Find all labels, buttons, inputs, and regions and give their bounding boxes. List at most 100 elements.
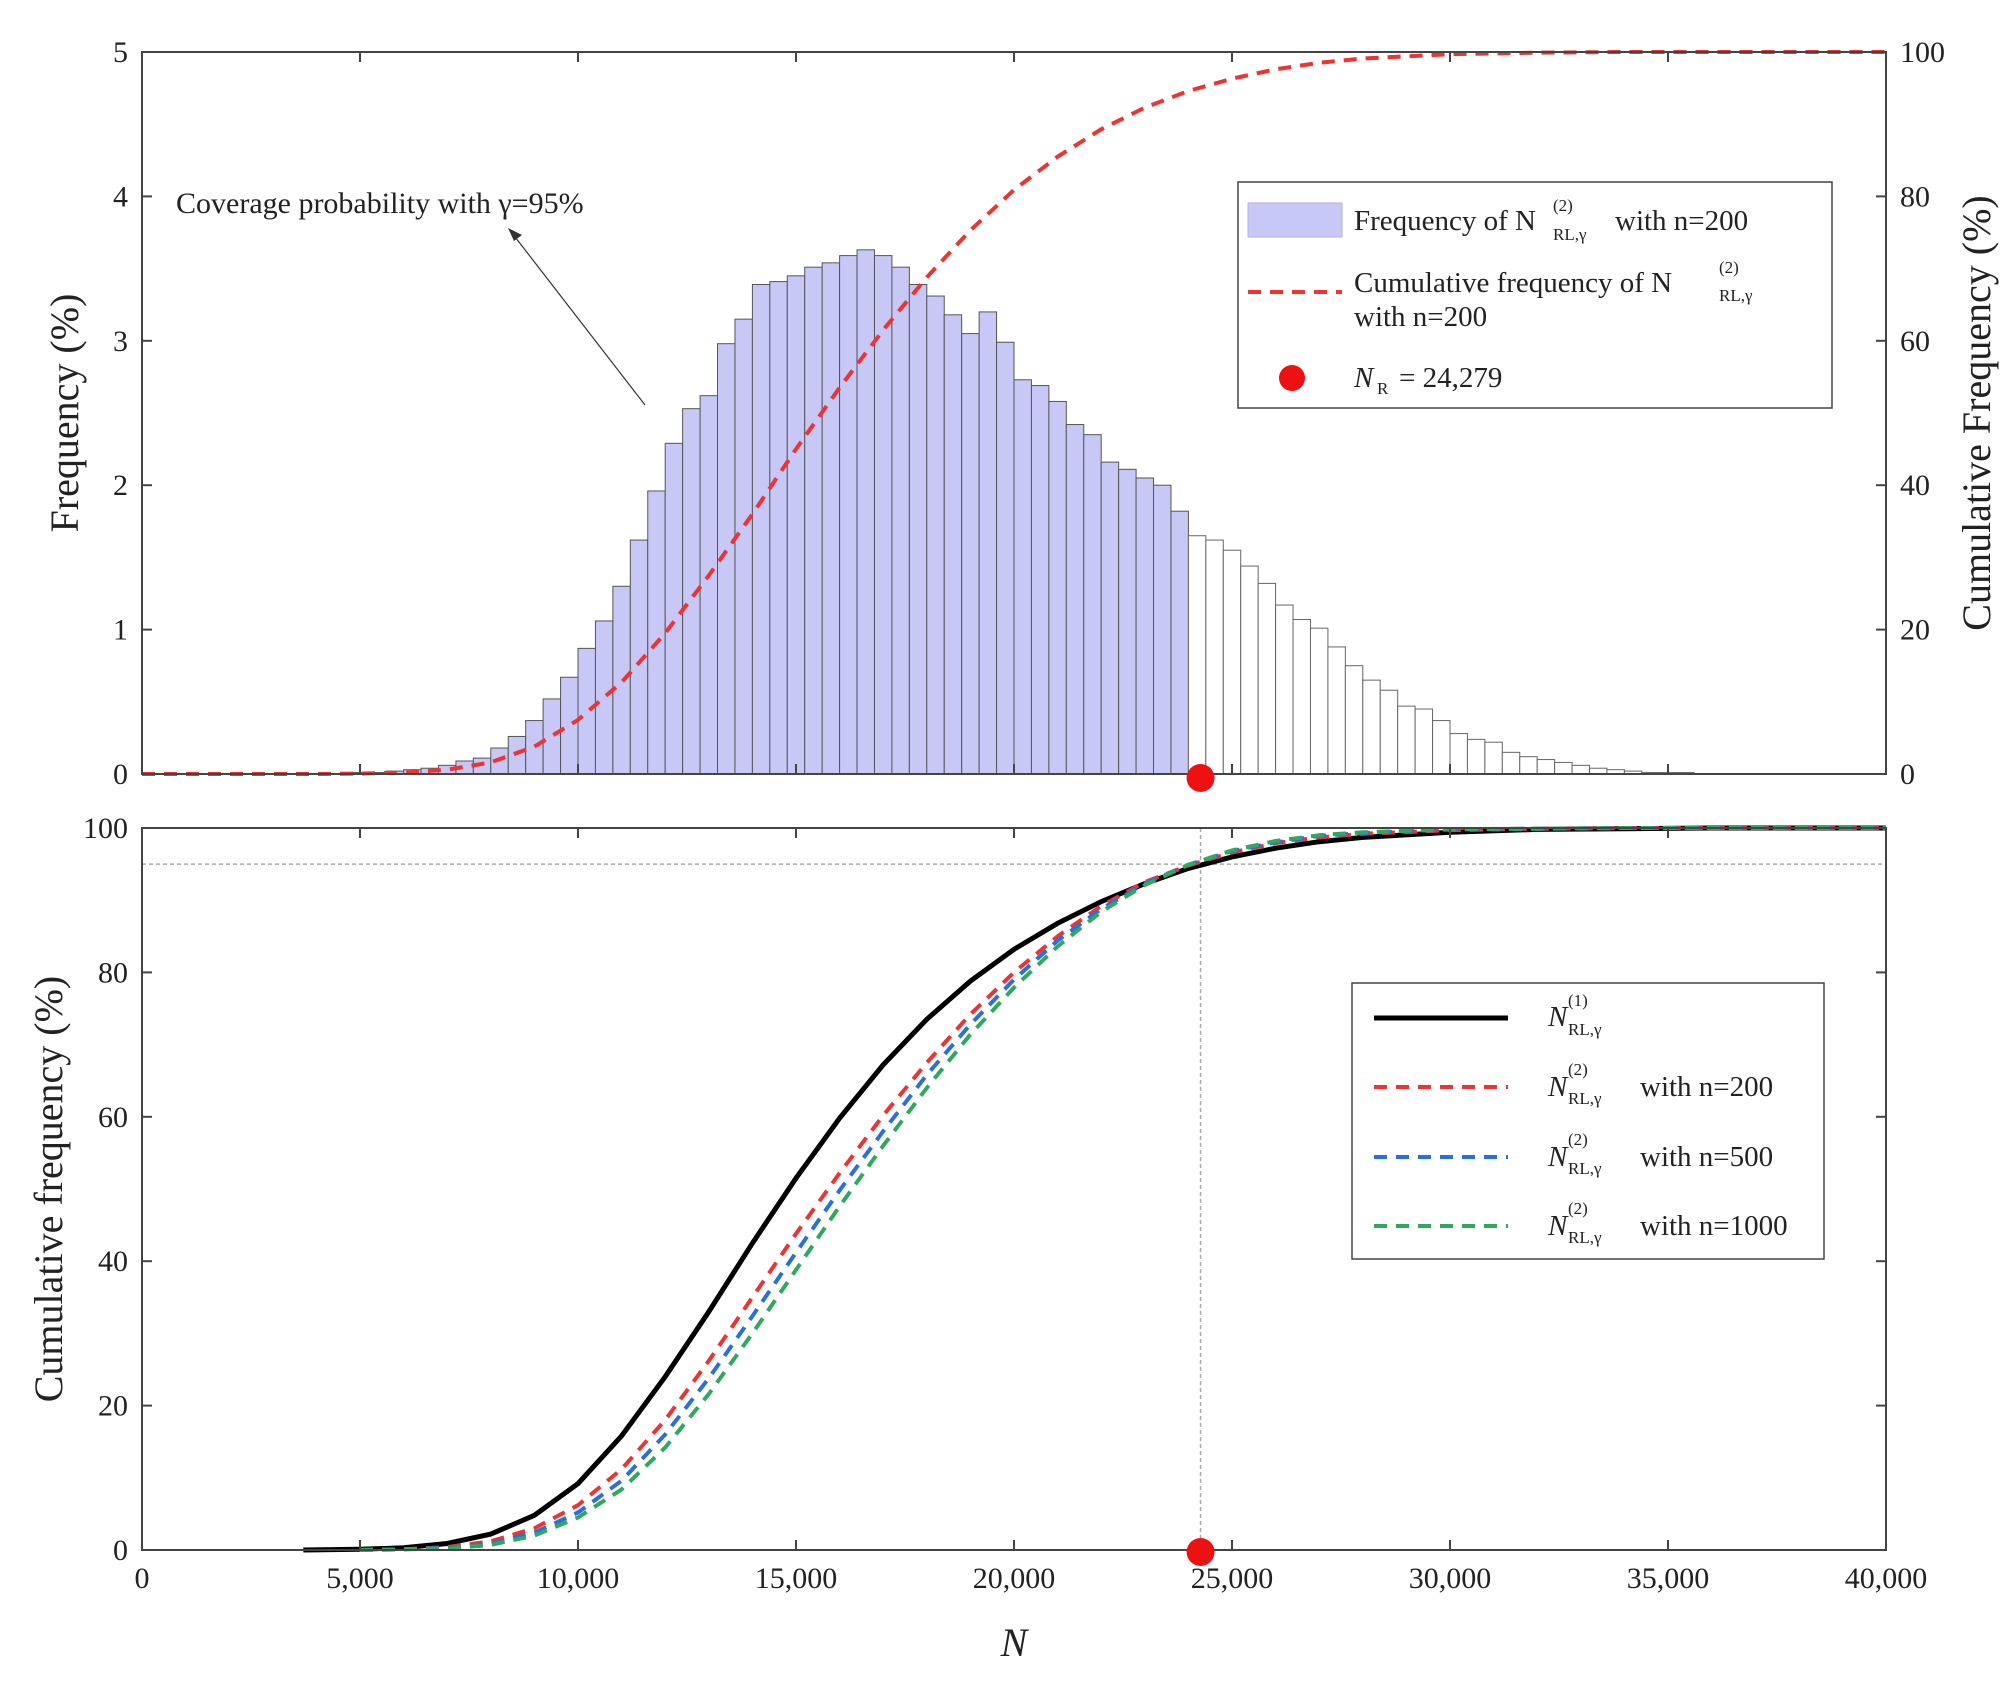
bottom-nr-marker bbox=[1186, 1538, 1215, 1566]
legend-n1-sub: RL,γ bbox=[1568, 1020, 1602, 1039]
histogram-bar bbox=[1519, 756, 1538, 775]
histogram-bar bbox=[699, 395, 719, 775]
reference-lines bbox=[142, 828, 1886, 1550]
bottom-y-axis-label: Cumulative frequency (%) bbox=[26, 976, 71, 1403]
histogram-bar bbox=[1187, 535, 1207, 775]
series-line bbox=[303, 825, 1886, 1553]
histogram-bar bbox=[1205, 539, 1224, 775]
legend-n200-label: with n=200 bbox=[1640, 1071, 1773, 1103]
histogram-bar bbox=[1327, 646, 1346, 775]
legend-hist-sub: RL,γ bbox=[1553, 225, 1587, 244]
bottom-x-tick-label: 20,000 bbox=[973, 1562, 1056, 1595]
histogram-bar bbox=[1344, 665, 1364, 775]
histogram-bar bbox=[786, 275, 806, 775]
legend-hist-n: with n=200 bbox=[1615, 205, 1748, 237]
legend-marker-n: N bbox=[1353, 362, 1375, 394]
top-y-tick-label: 3 bbox=[113, 325, 128, 358]
histogram-bar bbox=[1240, 565, 1259, 775]
histogram-bar bbox=[525, 720, 544, 775]
legend-marker-sub: R bbox=[1377, 379, 1389, 398]
legend-n1-base: N bbox=[1547, 1001, 1569, 1033]
legend-cum-sup: (2) bbox=[1719, 258, 1739, 277]
histogram-bar bbox=[560, 676, 579, 775]
histogram-bar bbox=[577, 647, 596, 775]
top-y2-tick-label: 80 bbox=[1900, 180, 1930, 213]
legend-n200-sub: RL,γ bbox=[1568, 1089, 1602, 1108]
histogram-bar bbox=[664, 442, 684, 775]
histogram-bar bbox=[1536, 759, 1556, 775]
histogram-bar bbox=[1466, 738, 1486, 775]
histogram-bar bbox=[908, 283, 928, 775]
top-y-tick-label: 5 bbox=[113, 36, 128, 69]
bottom-x-tick-label: 35,000 bbox=[1627, 1562, 1710, 1595]
histogram-bar bbox=[1414, 708, 1434, 775]
annotation-arrow-line bbox=[511, 232, 646, 406]
annotation-arrow-head bbox=[508, 228, 522, 241]
histogram-bar bbox=[961, 333, 980, 775]
legend-n500-sup: (2) bbox=[1568, 1130, 1588, 1149]
top-y2-axis-label: Cumulative Frequency (%) bbox=[1954, 195, 1999, 630]
series-line bbox=[359, 826, 1886, 1552]
legend-n500-sub: RL,γ bbox=[1568, 1159, 1602, 1178]
histogram-bar bbox=[1083, 434, 1102, 775]
top-y2-tick-label: 40 bbox=[1900, 469, 1930, 502]
legend-marker-value: = 24,279 bbox=[1399, 362, 1502, 394]
legend-n500-base: N bbox=[1547, 1141, 1569, 1173]
histogram-bar bbox=[1048, 400, 1067, 775]
histogram-bar bbox=[734, 318, 753, 775]
histogram-bar bbox=[1309, 627, 1329, 775]
bottom-x-tick-label: 0 bbox=[135, 1562, 150, 1595]
histogram-bar bbox=[507, 735, 527, 775]
bottom-y-tick-label: 0 bbox=[113, 1534, 128, 1567]
bottom-x-tick-label: 15,000 bbox=[755, 1562, 838, 1595]
histogram-bar bbox=[873, 255, 893, 775]
histogram-bar bbox=[978, 311, 998, 775]
histogram-bar bbox=[1100, 461, 1120, 775]
legend-n1000-sub: RL,γ bbox=[1568, 1228, 1602, 1247]
bottom-legend-box bbox=[1351, 982, 1825, 1260]
histogram-bar bbox=[1030, 385, 1050, 775]
top-y2-tick-label: 0 bbox=[1900, 758, 1915, 791]
histogram-bar bbox=[769, 281, 788, 775]
bottom-y-tick-label: 80 bbox=[98, 956, 128, 989]
legend-hist-sup: (2) bbox=[1553, 196, 1573, 215]
cumulative-series bbox=[303, 825, 1886, 1553]
histogram-bar bbox=[821, 262, 841, 775]
legend-n200-base: N bbox=[1547, 1071, 1569, 1103]
histogram-bar bbox=[926, 295, 945, 775]
histogram-bar bbox=[1484, 741, 1503, 775]
top-legend: Frequency of N (2) RL,γ with n=200 Cumul… bbox=[1237, 181, 1833, 409]
legend-cum-sub: RL,γ bbox=[1719, 286, 1753, 305]
histogram-bar bbox=[1554, 761, 1573, 775]
histogram-bar bbox=[1013, 379, 1032, 775]
histogram-bar bbox=[542, 698, 562, 775]
legend-n200-sup: (2) bbox=[1568, 1060, 1588, 1079]
bottom-panel: 0 20 40 60 80 100 0 5,000 10,000 15,000 20,000 25,0… bbox=[26, 812, 1927, 1665]
bottom-y-tick-label: 60 bbox=[98, 1101, 128, 1134]
histogram-bar bbox=[891, 266, 910, 775]
histogram-bar bbox=[647, 490, 666, 775]
top-y2-tick-label: 100 bbox=[1900, 36, 1945, 69]
legend-cum-label-2: with n=200 bbox=[1354, 301, 1487, 333]
cumulative-curve bbox=[142, 50, 1886, 776]
bottom-y-tick-label: 100 bbox=[83, 812, 128, 845]
histogram-bar bbox=[839, 255, 858, 775]
bottom-x-tick-label: 30,000 bbox=[1409, 1562, 1492, 1595]
legend-hist-label: Frequency of N bbox=[1354, 205, 1536, 237]
bottom-x-tick-label: 10,000 bbox=[537, 1562, 620, 1595]
legend-n500-label: with n=500 bbox=[1640, 1141, 1773, 1173]
coverage-annotation: Coverage probability with γ=95% bbox=[176, 187, 584, 220]
legend-n1000-label: with n=1000 bbox=[1640, 1210, 1788, 1242]
histogram-bar bbox=[856, 249, 875, 775]
histogram-bar bbox=[1432, 720, 1451, 775]
bottom-y-tick-label: 40 bbox=[98, 1245, 128, 1278]
histogram-bar bbox=[594, 620, 614, 775]
histogram-bar bbox=[1449, 733, 1468, 775]
histogram-bar bbox=[1065, 424, 1085, 775]
histogram-bar bbox=[1571, 764, 1591, 775]
top-y-tick-label: 0 bbox=[113, 758, 128, 791]
histogram-bar bbox=[751, 283, 771, 775]
histogram-bar bbox=[943, 314, 963, 775]
top-ticks: 0 1 2 3 4 5 0 20 40 60 80 100 bbox=[113, 36, 1945, 791]
